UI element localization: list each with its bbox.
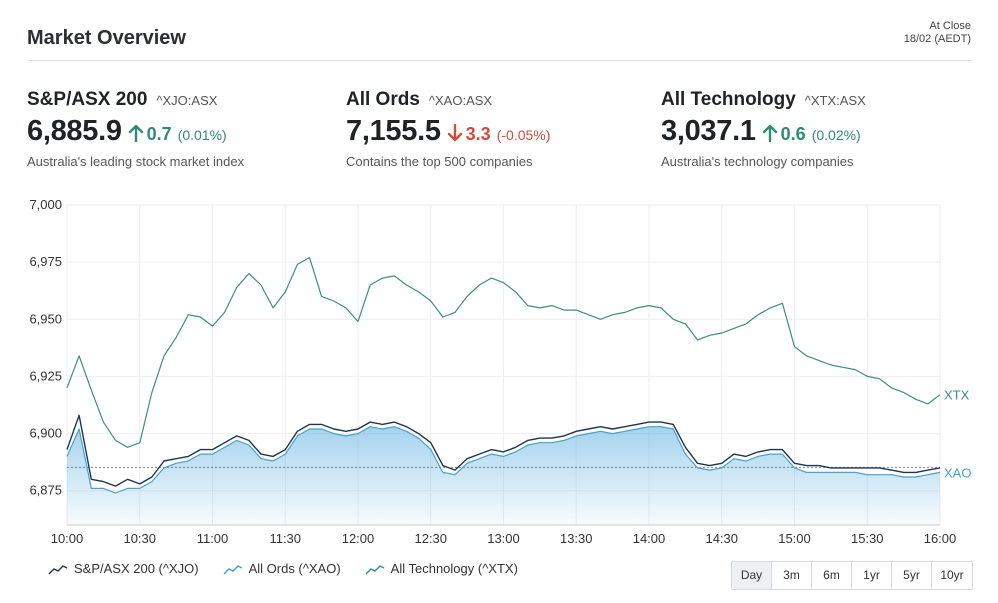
index-value: 7,155.5	[346, 115, 441, 147]
x-tick-label: 12:30	[414, 531, 447, 546]
index-name: All Technology	[661, 89, 796, 110]
header: Market Overview At Close 18/02 (AEDT)	[27, 0, 973, 61]
y-tick-label: 6,950	[29, 311, 62, 326]
x-tick-label: 16:00	[924, 531, 957, 546]
x-tick-label: 14:30	[705, 531, 738, 546]
legend-label: S&P/ASX 200 (^XJO)	[74, 561, 199, 576]
x-tick-label: 15:30	[851, 531, 884, 546]
series-area-xao	[67, 426, 940, 525]
index-name: S&P/ASX 200	[27, 89, 148, 110]
range-button-3m[interactable]: 3m	[772, 562, 812, 589]
intraday-chart[interactable]: 6,875 6,900 6,925 6,950 6,975 7,000 10:00 10:30…	[0, 190, 998, 555]
legend-label: All Ords (^XAO)	[248, 561, 341, 576]
x-tick-label: 11:30	[269, 531, 301, 546]
index-name: All Ords	[346, 89, 420, 110]
y-tick-label: 6,925	[29, 368, 62, 383]
series-end-label: XAO	[944, 465, 971, 480]
index-code: ^XAO:ASX	[428, 93, 493, 108]
index-code: ^XTX:ASX	[804, 93, 866, 108]
legend-label: All Technology (^XTX)	[390, 561, 518, 576]
x-tick-label: 10:30	[123, 531, 156, 546]
line-icon	[223, 564, 242, 574]
index-tile-xtx[interactable]: All Technology ^XTX:ASX 3,037.1 0.6 (0.0…	[661, 89, 866, 169]
index-change-percent: (0.01%)	[177, 127, 227, 143]
y-tick-label: 6,975	[29, 254, 62, 269]
series-line-xao	[66, 426, 941, 494]
range-button-6m[interactable]: 6m	[812, 562, 852, 589]
range-selector: Day 3m 6m 1yr 5yr 10yr	[731, 561, 973, 590]
line-icon	[48, 564, 68, 574]
legend-item-xtx[interactable]: All Technology (^XTX)	[365, 561, 518, 576]
series-end-label: XTX	[944, 388, 970, 403]
line-icon	[365, 564, 384, 574]
index-change-percent: (-0.05%)	[496, 127, 551, 143]
arrow-down-icon	[447, 124, 462, 142]
series-line-xjo	[66, 414, 941, 487]
x-tick-label: 15:00	[778, 531, 811, 546]
index-value: 3,037.1	[661, 115, 756, 147]
chart-legend: S&P/ASX 200 (^XJO) All Ords (^XAO) All T…	[48, 561, 518, 576]
x-tick-label: 12:00	[342, 531, 375, 546]
y-tick-label: 6,900	[29, 426, 62, 441]
arrow-up-icon	[762, 124, 777, 142]
range-button-day[interactable]: Day	[732, 562, 772, 589]
legend-item-xao[interactable]: All Ords (^XAO)	[223, 561, 341, 576]
index-change: 3.3	[465, 124, 491, 144]
index-tile-xao[interactable]: All Ords ^XAO:ASX 7,155.5 3.3 (-0.05%) C…	[346, 89, 550, 169]
arrow-up-icon	[128, 124, 143, 142]
x-tick-label: 13:30	[560, 531, 593, 546]
index-description: Australia's technology companies	[661, 154, 854, 169]
range-button-1yr[interactable]: 1yr	[852, 562, 892, 589]
x-tick-label: 13:00	[487, 531, 520, 546]
index-change-percent: (0.02%)	[811, 127, 861, 143]
market-status-label: At Close	[929, 20, 971, 32]
index-value: 6,885.9	[27, 115, 122, 147]
index-description: Australia's leading stock market index	[27, 154, 245, 169]
x-tick-label: 14:00	[633, 531, 666, 546]
index-change: 0.7	[146, 124, 172, 144]
index-change: 0.6	[780, 124, 806, 144]
range-button-5yr[interactable]: 5yr	[892, 562, 932, 589]
y-tick-label: 6,875	[29, 483, 62, 498]
market-status-date: 18/02 (AEDT)	[903, 33, 971, 45]
legend-item-xjo[interactable]: S&P/ASX 200 (^XJO)	[48, 561, 199, 576]
market-status: At Close 18/02 (AEDT)	[904, 20, 971, 46]
y-tick-label: 7,000	[29, 197, 62, 212]
index-description: Contains the top 500 companies	[346, 154, 533, 169]
index-code: ^XJO:ASX	[156, 93, 218, 108]
x-tick-label: 11:00	[197, 531, 229, 546]
x-tick-label: 10:00	[51, 531, 84, 546]
series-line-xtx	[66, 256, 941, 448]
page-title: Market Overview	[27, 27, 186, 49]
index-tile-xjo[interactable]: S&P/ASX 200 ^XJO:ASX 6,885.9 0.7 (0.01%)…	[27, 89, 244, 169]
range-button-10yr[interactable]: 10yr	[932, 562, 972, 589]
